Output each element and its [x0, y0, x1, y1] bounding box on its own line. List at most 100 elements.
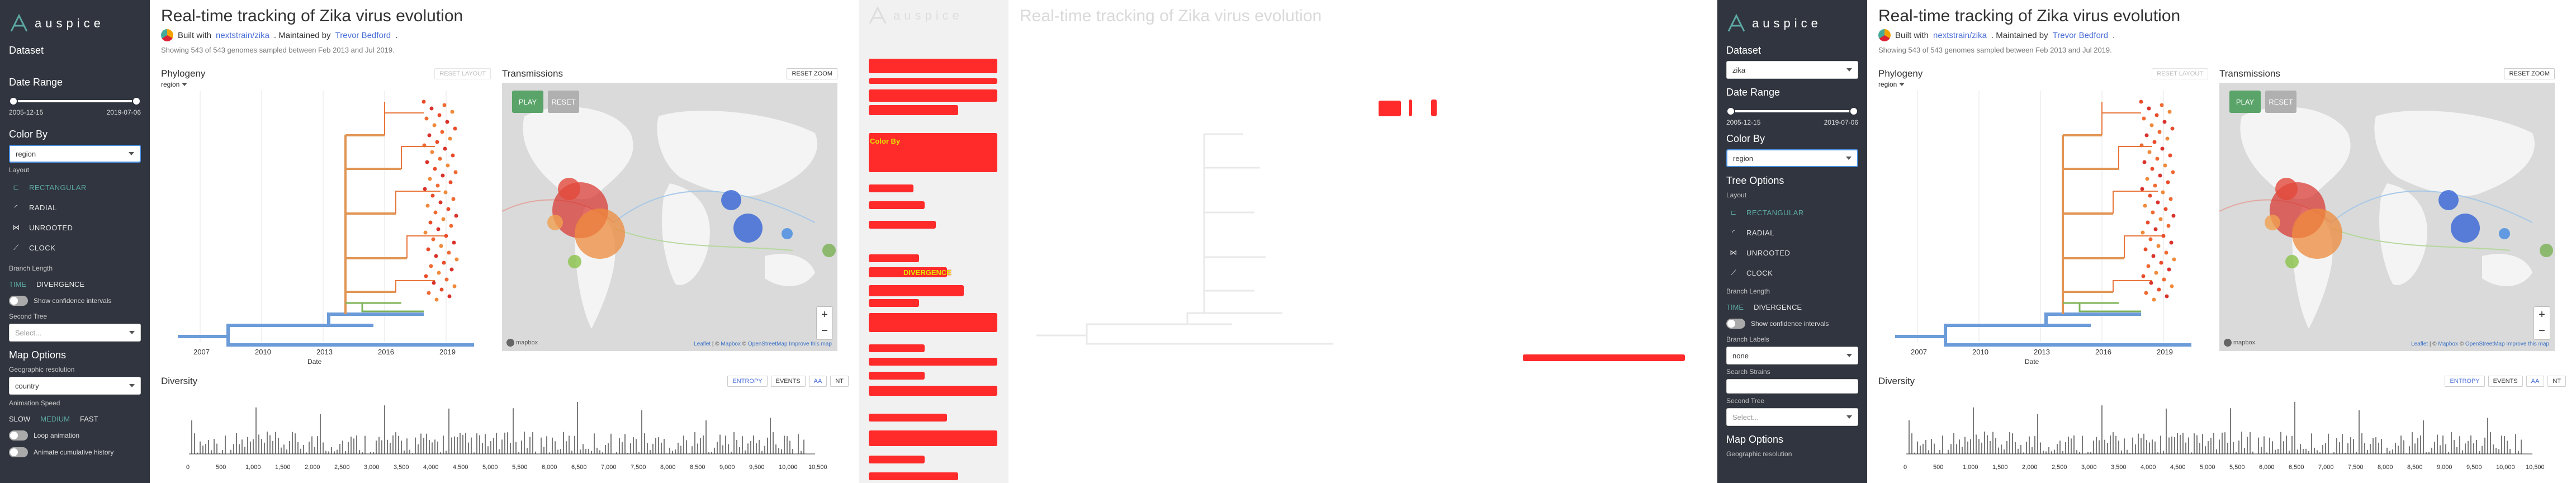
speed-slow-button[interactable]: SLOW — [9, 414, 31, 423]
date-end-handle[interactable] — [1849, 107, 1858, 116]
tree-color-select[interactable]: region — [161, 80, 188, 88]
tree-tip[interactable] — [2145, 177, 2149, 181]
tree-tip[interactable] — [446, 163, 450, 168]
layout-unrooted[interactable]: ⋈ UNROOTED — [9, 217, 141, 238]
tree-tip[interactable] — [2139, 143, 2144, 148]
layout-radial[interactable]: ◜ RADIAL — [9, 197, 141, 217]
tree-tip[interactable] — [441, 173, 445, 178]
diversity-chart[interactable] — [161, 392, 832, 460]
tree-tip[interactable] — [425, 160, 429, 164]
reset-button[interactable]: RESET — [548, 91, 579, 113]
tree-tip[interactable] — [447, 294, 452, 299]
reset-button[interactable]: RESET — [2265, 91, 2296, 113]
tree-tip[interactable] — [454, 214, 458, 218]
dataset-select[interactable]: zika — [1726, 61, 1858, 79]
tree-tip[interactable] — [2153, 227, 2158, 231]
nt-button[interactable]: NT — [830, 376, 849, 387]
tree-tip[interactable] — [2162, 277, 2166, 282]
tree-tip[interactable] — [2141, 230, 2145, 235]
tree-tip[interactable] — [2160, 103, 2164, 107]
tree-tip[interactable] — [2169, 240, 2174, 245]
tree-tip[interactable] — [2151, 254, 2156, 258]
tree-color-select[interactable]: region — [1878, 80, 1905, 88]
leaflet-link[interactable]: Leaflet — [694, 341, 711, 347]
date-start-handle[interactable] — [9, 97, 18, 106]
tree-tip[interactable] — [2143, 247, 2148, 252]
tree-tip[interactable] — [433, 210, 438, 215]
tree-tip[interactable] — [2152, 297, 2156, 302]
improve-map-link[interactable]: Improve this map — [2506, 341, 2549, 347]
aa-button[interactable]: AA — [2526, 376, 2545, 387]
tree-tip[interactable] — [427, 291, 431, 295]
tree-tip[interactable] — [441, 217, 446, 221]
tree-tip[interactable] — [422, 143, 427, 148]
diversity-chart[interactable] — [1878, 392, 2549, 460]
tree-tip[interactable] — [2158, 173, 2162, 178]
map[interactable]: PLAY RESET + − mapbox Leaflet | © Mapbox… — [2219, 83, 2555, 351]
tree-tip[interactable] — [2168, 197, 2173, 201]
tree-tip[interactable] — [2140, 187, 2144, 191]
tree-tip[interactable] — [438, 200, 443, 205]
tree-tip[interactable] — [451, 153, 455, 158]
entropy-button[interactable]: ENTROPY — [727, 376, 768, 387]
tree-tip[interactable] — [2171, 170, 2175, 174]
tree-tip[interactable] — [431, 237, 435, 242]
tree-tip[interactable] — [2147, 106, 2151, 111]
tree-tip[interactable] — [2166, 224, 2171, 228]
brand[interactable]: auspice — [1726, 8, 1858, 39]
tree-tip[interactable] — [428, 220, 433, 225]
tree-tip[interactable] — [428, 177, 432, 181]
tree-tip[interactable] — [430, 150, 434, 154]
tree-tip[interactable] — [432, 281, 436, 285]
tree-tip[interactable] — [2144, 291, 2148, 295]
tree-tip[interactable] — [433, 167, 437, 171]
tree-tip[interactable] — [442, 103, 447, 107]
entropy-button[interactable]: ENTROPY — [2445, 376, 2485, 387]
tree-tip[interactable] — [449, 224, 453, 228]
tree-tip[interactable] — [2167, 110, 2172, 114]
map[interactable]: PLAY RESET + − mapbox Leaflet | © Mapbox… — [502, 83, 837, 351]
tree-tip[interactable] — [437, 271, 441, 275]
layout-radial[interactable]: ◜ RADIAL — [1726, 222, 1858, 243]
tree-tip[interactable] — [437, 113, 442, 117]
tree-tip[interactable] — [2149, 281, 2153, 285]
nextstrain-link[interactable]: nextstrain/zika — [216, 30, 269, 40]
tree-tip[interactable] — [2159, 261, 2163, 265]
maintainer-link[interactable]: Trevor Bedford — [2052, 30, 2109, 40]
tree-tip[interactable] — [2149, 123, 2154, 127]
tree-tip[interactable] — [430, 193, 435, 198]
branch-time-button[interactable]: TIME — [9, 280, 27, 288]
confidence-toggle[interactable]: Show confidence intervals — [1726, 315, 1858, 332]
layout-clock[interactable]: ⟋ CLOCK — [1726, 263, 1858, 283]
tree-tip[interactable] — [2163, 163, 2167, 168]
branch-divergence-button[interactable]: DIVERGENCE — [1754, 302, 1802, 311]
color-by-select[interactable]: region — [9, 145, 141, 163]
tree-tip[interactable] — [434, 297, 439, 302]
confidence-toggle[interactable]: Show confidence intervals — [9, 292, 141, 309]
color-by-select[interactable]: region — [1726, 149, 1858, 167]
tree-tip[interactable] — [435, 183, 440, 188]
tree-tip[interactable] — [2142, 116, 2146, 121]
tree-tip[interactable] — [2152, 140, 2157, 144]
tree-tip[interactable] — [453, 170, 458, 174]
nt-button[interactable]: NT — [2547, 376, 2566, 387]
layout-unrooted[interactable]: ⋈ UNROOTED — [1726, 243, 1858, 263]
zoom-out-button[interactable]: − — [2539, 325, 2545, 337]
zoom-in-button[interactable]: + — [821, 309, 828, 321]
tree-tip[interactable] — [444, 277, 449, 282]
tree-tip[interactable] — [2142, 160, 2147, 164]
tree-tip[interactable] — [446, 207, 451, 211]
tree-tip[interactable] — [2168, 153, 2172, 158]
tree-tip[interactable] — [422, 100, 426, 104]
tree-tip[interactable] — [2154, 113, 2159, 117]
date-end-handle[interactable] — [132, 97, 141, 106]
tree-tip[interactable] — [429, 106, 434, 111]
tree-tip[interactable] — [452, 240, 456, 245]
tree-tip[interactable] — [2141, 274, 2146, 278]
nextstrain-link[interactable]: nextstrain/zika — [1933, 30, 1987, 40]
tree-tip[interactable] — [2157, 287, 2161, 292]
tree-tip[interactable] — [427, 133, 432, 138]
branch-divergence-button[interactable]: DIVERGENCE — [36, 280, 85, 288]
tree-tip[interactable] — [2148, 237, 2153, 242]
tree-tip[interactable] — [2172, 257, 2176, 262]
